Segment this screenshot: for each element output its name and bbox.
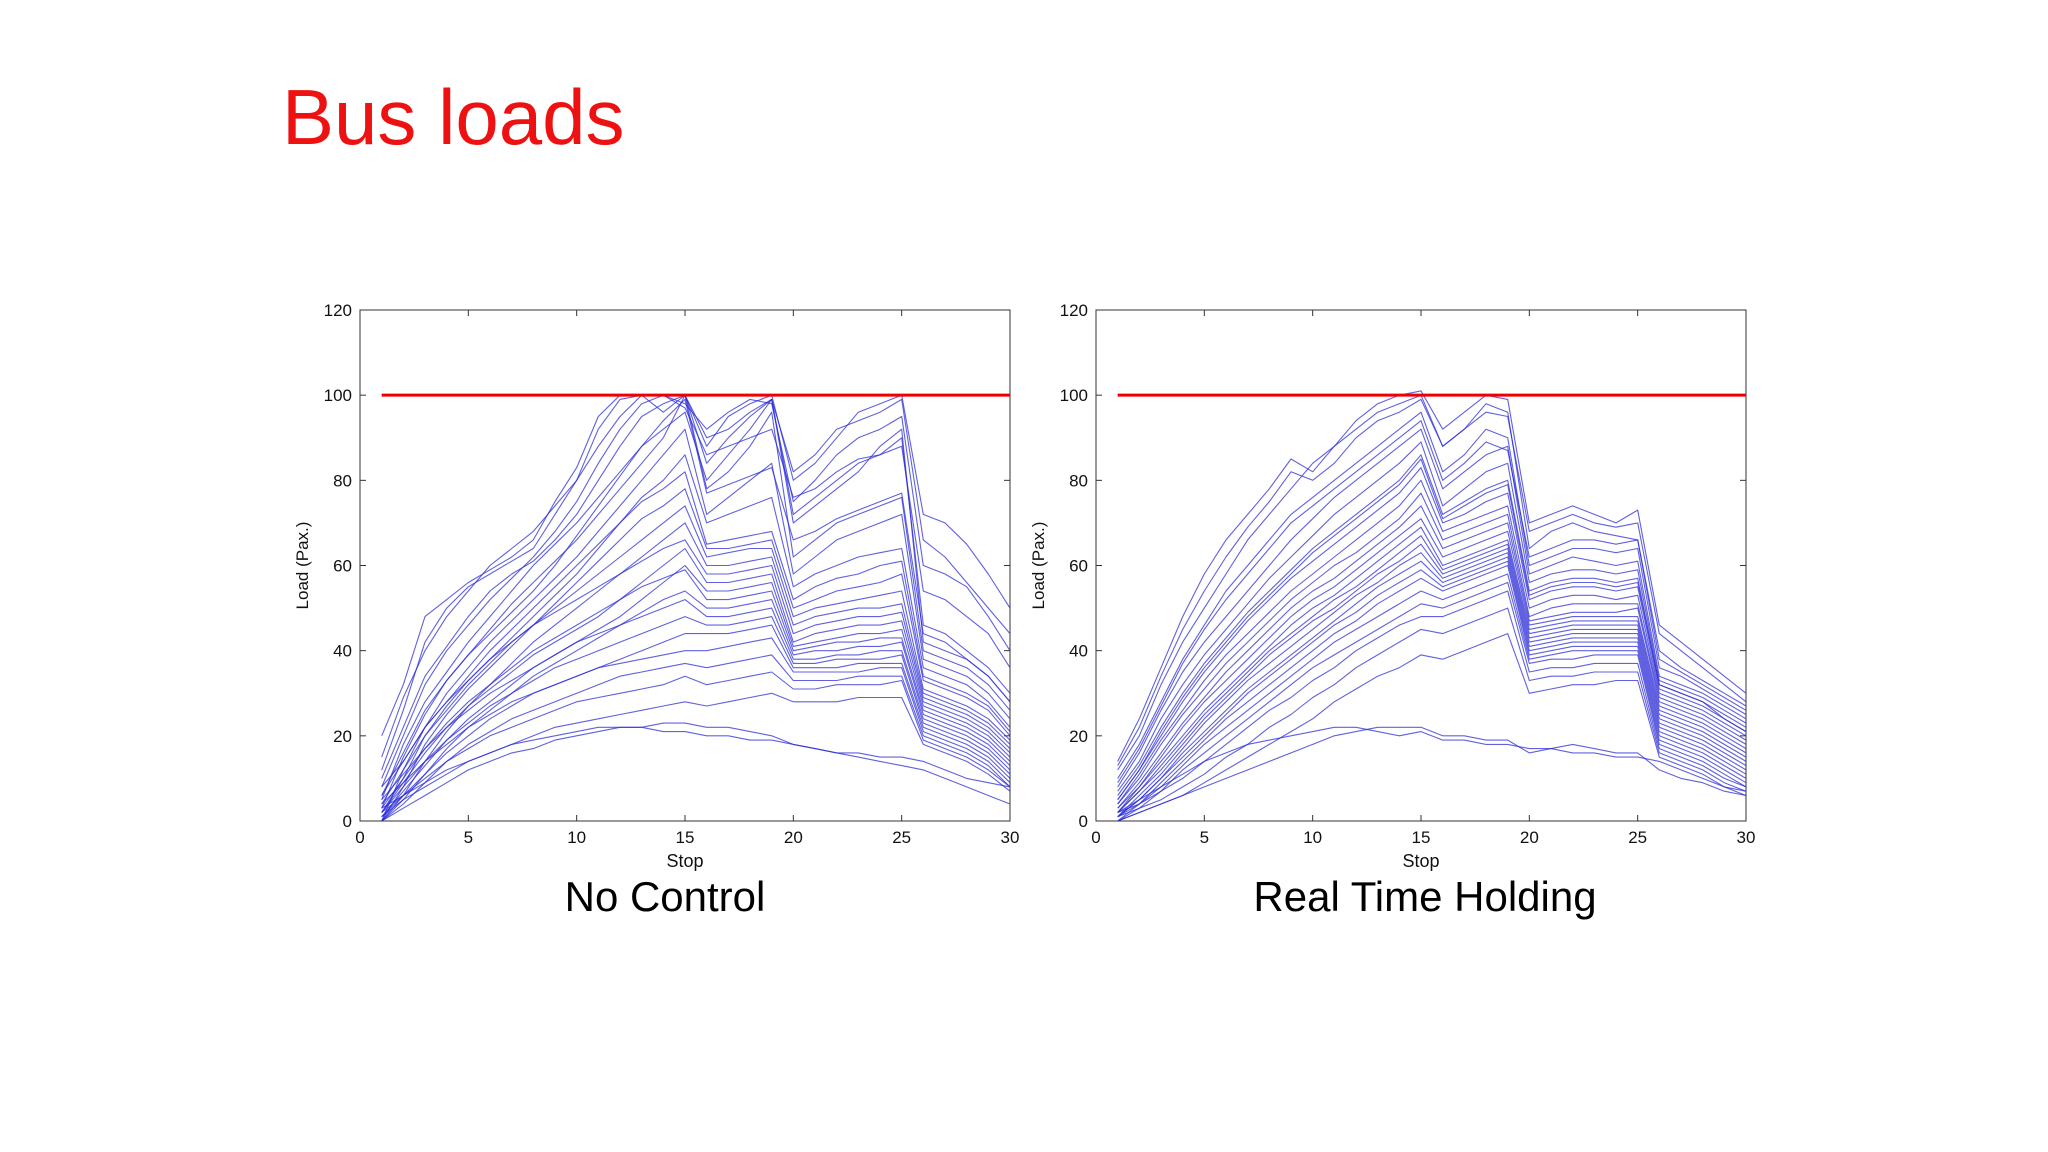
no-control-yaxis-label: Load (Pax.) (293, 522, 312, 610)
no-control-xtick-label: 5 (464, 828, 473, 847)
no-control-xtick-label: 0 (355, 828, 364, 847)
real-time-holding-ytick-label: 100 (1060, 386, 1088, 405)
real-time-holding-series-line (1117, 581, 1747, 822)
real-time-holding-xtick-label: 20 (1520, 828, 1539, 847)
real-time-holding-ytick-label: 120 (1060, 301, 1088, 320)
real-time-holding-xtick-label: 5 (1200, 828, 1209, 847)
no-control-series-line (381, 505, 1011, 805)
real-time-holding-series-line (1117, 543, 1747, 813)
real-time-holding-xtick-label: 30 (1737, 828, 1756, 847)
real-time-holding-series-line (1117, 552, 1747, 818)
no-control-series-line (381, 590, 1011, 822)
real-time-holding-series-line (1117, 390, 1747, 762)
no-control-ytick-label: 80 (333, 471, 352, 490)
no-control-series-line (381, 722, 1011, 822)
no-control-series-line (381, 547, 1011, 813)
real-time-holding-ytick-label: 40 (1069, 642, 1088, 661)
real-time-holding-series-line (1117, 411, 1747, 779)
chart-no-control: 0 5 10 15 20 25 30 0 20 40 60 80 100 120 Stop Load (Pax… (260, 270, 1020, 890)
chart-real-time-holding-svg: 0 5 10 15 20 25 30 0 20 40 60 80 100 120 Stop Load (Pax… (1029, 301, 1756, 871)
no-control-xtick-label: 20 (784, 828, 803, 847)
no-control-ytick-label: 20 (333, 727, 352, 746)
no-control-series-line (381, 637, 1011, 805)
no-control-series-line (381, 569, 1011, 809)
real-time-holding-ytick-label: 80 (1069, 471, 1088, 490)
real-time-holding-series-line (1117, 590, 1747, 814)
real-time-holding-series-line (1117, 441, 1747, 792)
real-time-holding-series-line (1117, 726, 1747, 813)
no-control-xtick-label: 30 (1001, 828, 1020, 847)
no-control-series-line (381, 394, 1011, 788)
real-time-holding-series-line (1117, 573, 1747, 822)
slide-title: Bus loads (282, 73, 625, 161)
no-control-series-line (381, 398, 1011, 796)
real-time-holding-series-line (1117, 535, 1747, 813)
no-control-ytick-label: 40 (333, 642, 352, 661)
real-time-holding-series-line (1117, 398, 1747, 766)
real-time-holding-series-line (1117, 479, 1747, 805)
real-time-holding-xtick-label: 15 (1412, 828, 1431, 847)
real-time-holding-series-line (1117, 560, 1747, 818)
real-time-holding-series-line (1117, 505, 1747, 809)
no-control-series-line (381, 671, 1011, 813)
real-time-holding-series-line (1117, 726, 1747, 822)
chart-caption-no-control: No Control (564, 873, 766, 920)
real-time-holding-series-line (1117, 458, 1747, 801)
real-time-holding-series-line (1117, 492, 1747, 805)
real-time-holding-series-line (1117, 518, 1747, 809)
real-time-holding-series-line (1117, 428, 1747, 788)
no-control-series-line (381, 394, 1011, 809)
real-time-holding-series-line (1117, 633, 1747, 822)
no-control-series-line (381, 654, 1011, 822)
no-control-ytick-label: 120 (324, 301, 352, 320)
real-time-holding-series-line (1117, 607, 1747, 818)
no-control-series-line (381, 488, 1011, 822)
real-time-holding-xtick-label: 25 (1628, 828, 1647, 847)
no-control-series-line (381, 564, 1011, 818)
no-control-series-line (381, 616, 1011, 813)
no-control-series-line (381, 599, 1011, 801)
real-time-holding-ytick-label: 20 (1069, 727, 1088, 746)
no-control-series-line (381, 726, 1011, 809)
no-control-series-line (381, 394, 1011, 737)
no-control-ytick-label: 60 (333, 557, 352, 576)
real-time-holding-xtick-label: 10 (1303, 828, 1322, 847)
no-control-xaxis-label: Stop (666, 851, 703, 871)
no-control-series-line (381, 428, 1011, 822)
chart-no-control-svg: 0 5 10 15 20 25 30 0 20 40 60 80 100 120 Stop Load (Pax… (293, 301, 1020, 871)
no-control-ytick-label: 100 (324, 386, 352, 405)
real-time-holding-xtick-label: 0 (1091, 828, 1100, 847)
chart-real-time-holding: 0 5 10 15 20 25 30 0 20 40 60 80 100 120 Stop Load (Pax… (996, 270, 1756, 890)
no-control-series-line (381, 539, 1011, 796)
no-control-xtick-label: 10 (567, 828, 586, 847)
no-control-series-line (381, 394, 1011, 771)
real-time-holding-series-line (1117, 556, 1747, 818)
no-control-series-line (381, 624, 1011, 818)
real-time-holding-series-line (1117, 564, 1747, 818)
real-time-holding-series-line (1117, 526, 1747, 813)
real-time-holding-yaxis-label: Load (Pax.) (1029, 522, 1048, 610)
real-time-holding-ytick-label: 0 (1079, 812, 1088, 831)
no-control-ytick-label: 0 (343, 812, 352, 831)
no-control-series-line (381, 471, 1011, 788)
real-time-holding-xaxis-label: Stop (1402, 851, 1439, 871)
real-time-holding-series-line (1117, 467, 1747, 801)
no-control-xtick-label: 25 (892, 828, 911, 847)
real-time-holding-ytick-label: 60 (1069, 557, 1088, 576)
no-control-xtick-label: 15 (676, 828, 695, 847)
real-time-holding-series-line (1117, 454, 1747, 796)
real-time-holding-series-line (1117, 420, 1747, 783)
chart-caption-real-time-holding: Real Time Holding (1253, 873, 1597, 920)
